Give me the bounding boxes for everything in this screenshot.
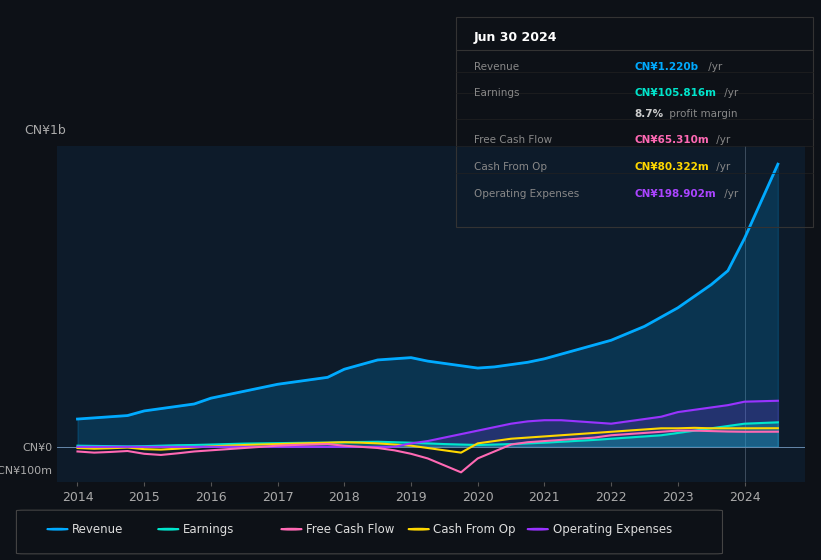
Text: Cash From Op: Cash From Op [474,162,547,172]
Text: Free Cash Flow: Free Cash Flow [474,134,552,144]
Text: CN¥198.902m: CN¥198.902m [635,189,716,199]
Text: Operating Expenses: Operating Expenses [474,189,579,199]
Text: /yr: /yr [713,134,730,144]
Text: /yr: /yr [721,88,738,99]
Text: Earnings: Earnings [474,88,519,99]
Circle shape [527,529,548,530]
Circle shape [47,529,68,530]
Text: CN¥105.816m: CN¥105.816m [635,88,716,99]
Circle shape [408,529,429,530]
Text: Earnings: Earnings [183,522,235,536]
Circle shape [158,529,179,530]
Text: /yr: /yr [721,189,738,199]
Text: Revenue: Revenue [474,62,519,72]
Text: Revenue: Revenue [72,522,124,536]
Text: /yr: /yr [713,162,730,172]
Text: CN¥65.310m: CN¥65.310m [635,134,709,144]
Text: 8.7%: 8.7% [635,109,663,119]
Text: Free Cash Flow: Free Cash Flow [306,522,395,536]
Text: CN¥1.220b: CN¥1.220b [635,62,699,72]
Text: Operating Expenses: Operating Expenses [553,522,672,536]
Text: Cash From Op: Cash From Op [433,522,516,536]
Text: CN¥80.322m: CN¥80.322m [635,162,709,172]
Text: CN¥1b: CN¥1b [25,124,67,137]
Circle shape [281,529,302,530]
Text: profit margin: profit margin [666,109,737,119]
Text: /yr: /yr [705,62,722,72]
Text: Jun 30 2024: Jun 30 2024 [474,31,557,44]
